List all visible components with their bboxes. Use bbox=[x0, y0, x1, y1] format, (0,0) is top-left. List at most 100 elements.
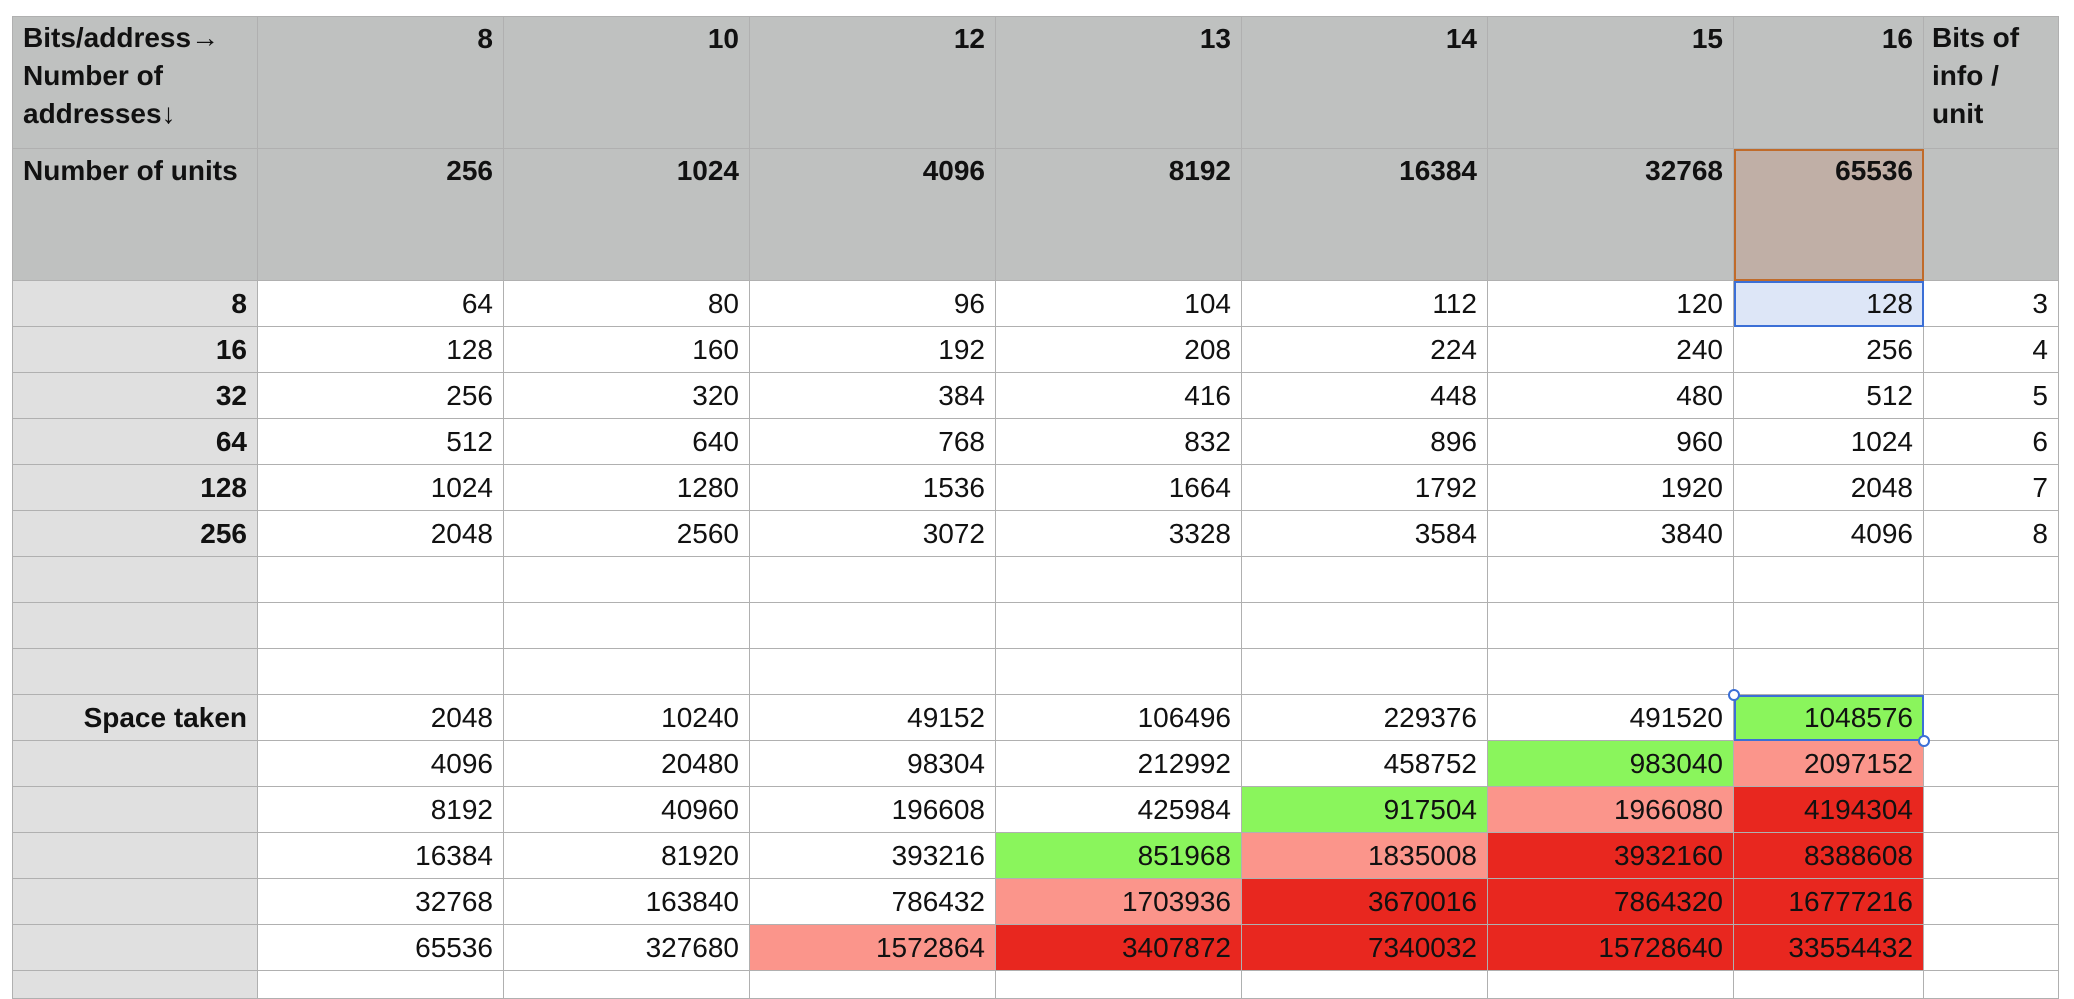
space-cell-red[interactable]: 8388608 bbox=[1733, 832, 1924, 879]
empty-row-header-cell[interactable] bbox=[12, 648, 258, 695]
space-cell-pink[interactable]: 1703936 bbox=[995, 878, 1242, 925]
space-cell-green[interactable]: 917504 bbox=[1241, 786, 1488, 833]
value-cell[interactable]: 832 bbox=[995, 418, 1242, 465]
value-cell[interactable]: 2560 bbox=[503, 510, 750, 557]
value-cell[interactable]: 96 bbox=[749, 280, 996, 327]
space-cell[interactable]: 327680 bbox=[503, 924, 750, 971]
bits-per-address-cell[interactable]: 15 bbox=[1487, 16, 1734, 149]
value-cell[interactable]: 160 bbox=[503, 326, 750, 373]
value-cell[interactable]: 3072 bbox=[749, 510, 996, 557]
selection-end-handle[interactable] bbox=[1917, 734, 1930, 747]
value-cell[interactable]: 208 bbox=[995, 326, 1242, 373]
value-cell[interactable]: 512 bbox=[1733, 372, 1924, 419]
value-cell[interactable]: 1280 bbox=[503, 464, 750, 511]
space-taken-label-cell[interactable]: Space taken bbox=[12, 694, 258, 741]
value-cell[interactable]: 256 bbox=[257, 372, 504, 419]
space-cell[interactable]: 16384 bbox=[257, 832, 504, 879]
value-cell[interactable]: 1024 bbox=[1733, 418, 1924, 465]
value-cell[interactable]: 3328 bbox=[995, 510, 1242, 557]
value-cell[interactable]: 480 bbox=[1487, 372, 1734, 419]
space-cell-red[interactable]: 7340032 bbox=[1241, 924, 1488, 971]
bits-info-cell[interactable]: 8 bbox=[1923, 510, 2059, 557]
number-of-units-cell[interactable]: 8192 bbox=[995, 148, 1242, 281]
space-cell-selected[interactable]: 1048576 bbox=[1733, 694, 1924, 741]
value-cell[interactable]: 112 bbox=[1241, 280, 1488, 327]
space-cell-red[interactable]: 4194304 bbox=[1733, 786, 1924, 833]
empty-cell[interactable] bbox=[1923, 648, 2059, 695]
empty-cell[interactable] bbox=[995, 648, 1242, 695]
space-cell[interactable]: 65536 bbox=[257, 924, 504, 971]
value-cell[interactable]: 4096 bbox=[1733, 510, 1924, 557]
space-cell[interactable]: 229376 bbox=[1241, 694, 1488, 741]
selection-start-handle[interactable] bbox=[1727, 688, 1740, 701]
space-cell-red[interactable]: 3670016 bbox=[1241, 878, 1488, 925]
empty-cell[interactable] bbox=[1487, 648, 1734, 695]
value-cell[interactable]: 512 bbox=[257, 418, 504, 465]
empty-cell[interactable] bbox=[1923, 786, 2059, 833]
space-cell[interactable]: 106496 bbox=[995, 694, 1242, 741]
bits-per-address-cell[interactable]: 14 bbox=[1241, 16, 1488, 149]
number-of-units-cell-selected[interactable]: 65536 bbox=[1733, 148, 1924, 281]
empty-cell[interactable] bbox=[995, 556, 1242, 603]
space-cell-green[interactable]: 851968 bbox=[995, 832, 1242, 879]
empty-cell[interactable] bbox=[749, 602, 996, 649]
empty-cell[interactable] bbox=[1923, 556, 2059, 603]
space-cell[interactable]: 40960 bbox=[503, 786, 750, 833]
value-cell[interactable]: 1920 bbox=[1487, 464, 1734, 511]
space-cell[interactable]: 49152 bbox=[749, 694, 996, 741]
space-cell-red[interactable]: 16777216 bbox=[1733, 878, 1924, 925]
space-taken-row-header-cell[interactable] bbox=[12, 832, 258, 879]
space-cell[interactable]: 10240 bbox=[503, 694, 750, 741]
number-of-units-cell[interactable]: 4096 bbox=[749, 148, 996, 281]
number-of-units-cell[interactable]: 256 bbox=[257, 148, 504, 281]
empty-cell[interactable] bbox=[1241, 648, 1488, 695]
empty-cell[interactable] bbox=[1733, 602, 1924, 649]
empty-cell[interactable] bbox=[1241, 556, 1488, 603]
space-cell-pink[interactable]: 1572864 bbox=[749, 924, 996, 971]
space-cell-green[interactable]: 983040 bbox=[1487, 740, 1734, 787]
value-cell[interactable]: 2048 bbox=[1733, 464, 1924, 511]
space-cell[interactable]: 786432 bbox=[749, 878, 996, 925]
value-cell[interactable]: 128 bbox=[257, 326, 504, 373]
empty-cell[interactable] bbox=[1923, 740, 2059, 787]
space-cell[interactable]: 32768 bbox=[257, 878, 504, 925]
space-cell[interactable]: 163840 bbox=[503, 878, 750, 925]
number-of-addresses-cell[interactable]: 128 bbox=[12, 464, 258, 511]
empty-cell[interactable] bbox=[995, 970, 1242, 999]
bits-info-cell[interactable]: 7 bbox=[1923, 464, 2059, 511]
number-of-units-label-cell[interactable]: Number of units bbox=[12, 148, 258, 281]
space-cell-pink[interactable]: 1835008 bbox=[1241, 832, 1488, 879]
value-cell[interactable]: 120 bbox=[1487, 280, 1734, 327]
space-cell-red[interactable]: 7864320 bbox=[1487, 878, 1734, 925]
space-cell[interactable]: 458752 bbox=[1241, 740, 1488, 787]
number-of-addresses-cell[interactable]: 8 bbox=[12, 280, 258, 327]
value-cell[interactable]: 256 bbox=[1733, 326, 1924, 373]
space-cell-pink[interactable]: 2097152 bbox=[1733, 740, 1924, 787]
space-cell[interactable]: 98304 bbox=[749, 740, 996, 787]
value-cell[interactable]: 416 bbox=[995, 372, 1242, 419]
value-cell[interactable]: 896 bbox=[1241, 418, 1488, 465]
empty-cell[interactable] bbox=[503, 970, 750, 999]
empty-cell[interactable] bbox=[257, 602, 504, 649]
space-cell[interactable]: 20480 bbox=[503, 740, 750, 787]
space-cell[interactable]: 81920 bbox=[503, 832, 750, 879]
empty-row-header-cell[interactable] bbox=[12, 556, 258, 603]
empty-cell[interactable] bbox=[749, 648, 996, 695]
space-cell[interactable]: 491520 bbox=[1487, 694, 1734, 741]
value-cell[interactable]: 192 bbox=[749, 326, 996, 373]
space-cell[interactable]: 196608 bbox=[749, 786, 996, 833]
space-taken-row-header-cell[interactable] bbox=[12, 740, 258, 787]
number-of-addresses-cell[interactable]: 64 bbox=[12, 418, 258, 465]
value-cell[interactable]: 80 bbox=[503, 280, 750, 327]
value-cell[interactable]: 3840 bbox=[1487, 510, 1734, 557]
empty-cell[interactable] bbox=[1733, 970, 1924, 999]
number-of-addresses-cell[interactable]: 32 bbox=[12, 372, 258, 419]
number-of-addresses-cell[interactable]: 256 bbox=[12, 510, 258, 557]
empty-cell[interactable] bbox=[1487, 556, 1734, 603]
empty-cell[interactable] bbox=[1923, 924, 2059, 971]
value-cell[interactable]: 960 bbox=[1487, 418, 1734, 465]
value-cell[interactable]: 240 bbox=[1487, 326, 1734, 373]
bits-info-cell[interactable]: 3 bbox=[1923, 280, 2059, 327]
empty-cell[interactable] bbox=[1241, 970, 1488, 999]
space-cell[interactable]: 8192 bbox=[257, 786, 504, 833]
